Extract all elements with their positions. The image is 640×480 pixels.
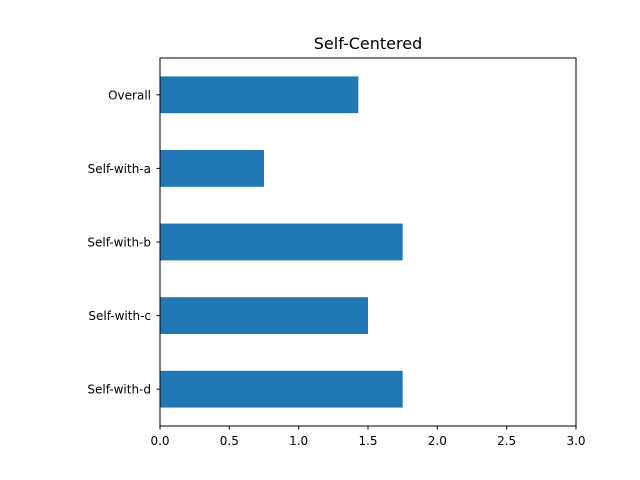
- axes: Overall Self-with-a Self-with-b Self-with-c…: [87, 88, 585, 448]
- x-tick-label: 2.5: [497, 434, 516, 448]
- bar-self-with-d: [160, 370, 403, 408]
- bar-self-with-b: [160, 223, 403, 261]
- plot-frame: [159, 57, 577, 427]
- y-tick-label: Self-with-b: [87, 236, 151, 250]
- x-tick-label: 3.0: [566, 434, 585, 448]
- y-tick-label: Self-with-a: [88, 162, 151, 176]
- chart-title: Self-Centered: [314, 34, 422, 53]
- x-tick-label: 1.5: [358, 434, 377, 448]
- x-tick-label: 0.0: [150, 434, 169, 448]
- y-tick-label: Self-with-c: [88, 309, 151, 323]
- bar-self-with-c: [160, 297, 368, 334]
- y-tick-label: Self-with-d: [87, 383, 151, 397]
- x-tick-label: 2.0: [428, 434, 447, 448]
- x-tick-label: 0.5: [220, 434, 239, 448]
- x-tick-label: 1.0: [289, 434, 308, 448]
- bar-self-with-a: [160, 150, 264, 187]
- bar-overall: [160, 76, 359, 114]
- bars: [160, 76, 403, 408]
- y-tick-label: Overall: [108, 88, 151, 102]
